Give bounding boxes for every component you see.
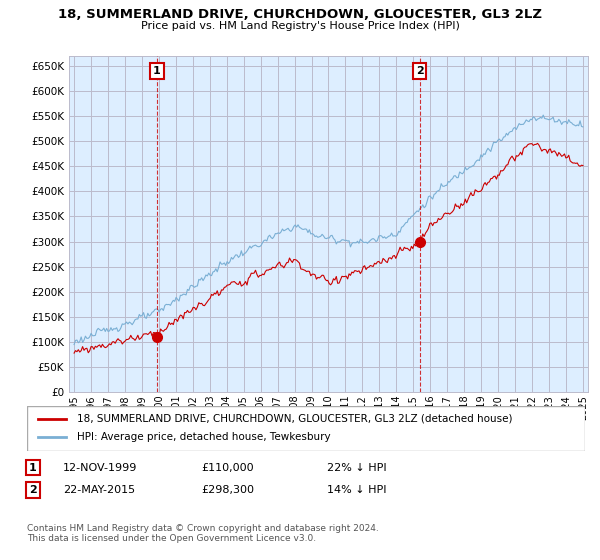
Text: £298,300: £298,300: [201, 485, 254, 495]
Text: 1: 1: [29, 463, 37, 473]
Text: 2: 2: [29, 485, 37, 495]
FancyBboxPatch shape: [27, 406, 585, 451]
Text: £110,000: £110,000: [201, 463, 254, 473]
Text: 14% ↓ HPI: 14% ↓ HPI: [327, 485, 386, 495]
Text: Price paid vs. HM Land Registry's House Price Index (HPI): Price paid vs. HM Land Registry's House …: [140, 21, 460, 31]
Text: 2: 2: [416, 66, 424, 76]
Text: 12-NOV-1999: 12-NOV-1999: [63, 463, 137, 473]
Text: 22% ↓ HPI: 22% ↓ HPI: [327, 463, 386, 473]
Text: 1: 1: [153, 66, 161, 76]
Text: Contains HM Land Registry data © Crown copyright and database right 2024.
This d: Contains HM Land Registry data © Crown c…: [27, 524, 379, 543]
Text: 18, SUMMERLAND DRIVE, CHURCHDOWN, GLOUCESTER, GL3 2LZ (detached house): 18, SUMMERLAND DRIVE, CHURCHDOWN, GLOUCE…: [77, 413, 513, 423]
Text: 22-MAY-2015: 22-MAY-2015: [63, 485, 135, 495]
Text: HPI: Average price, detached house, Tewkesbury: HPI: Average price, detached house, Tewk…: [77, 432, 331, 442]
Text: 18, SUMMERLAND DRIVE, CHURCHDOWN, GLOUCESTER, GL3 2LZ: 18, SUMMERLAND DRIVE, CHURCHDOWN, GLOUCE…: [58, 8, 542, 21]
